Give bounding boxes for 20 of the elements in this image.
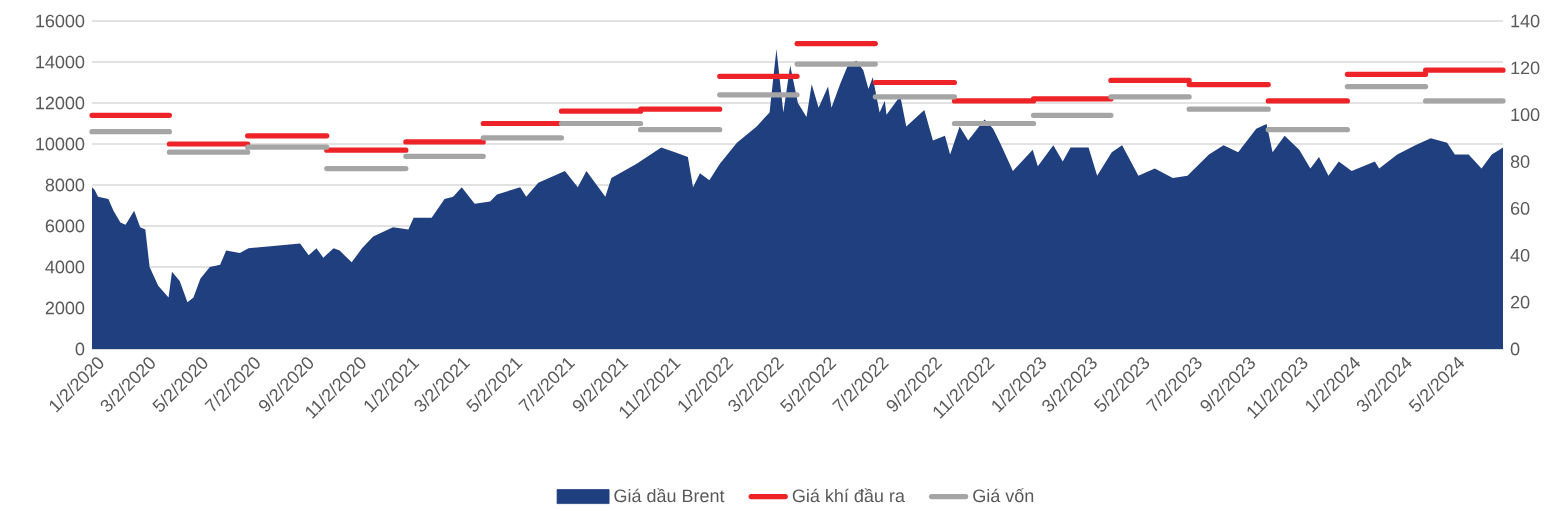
y-tick-label: 0 [75, 342, 85, 356]
y-tick-label: 6000 [45, 219, 85, 233]
y-tick-label: 16000 [36, 14, 85, 28]
y-tick-label: 14000 [36, 55, 85, 69]
legend-label: Giá vốn [973, 488, 1034, 503]
y2-tick-label: 80 [1510, 155, 1530, 168]
y2-tick-label: 20 [1510, 295, 1530, 309]
legend-label: Giá dầu Brent [614, 488, 725, 503]
y2-tick-label: 140 [1511, 14, 1540, 28]
legend-label: Giá khí đầu ra [792, 488, 905, 503]
y-tick-label: 8000 [45, 178, 85, 192]
y-tick-label: 4000 [45, 260, 85, 274]
y2-tick-label: 100 [1511, 108, 1540, 122]
y-tick-label: 2000 [45, 301, 85, 315]
y-tick-label: 12000 [36, 96, 85, 110]
y2-tick-label: 0 [1510, 342, 1520, 356]
y2-tick-label: 120 [1511, 61, 1540, 75]
y-tick-label: 10000 [36, 137, 85, 151]
y2-tick-label: 60 [1510, 202, 1530, 215]
y2-tick-label: 40 [1510, 248, 1530, 262]
